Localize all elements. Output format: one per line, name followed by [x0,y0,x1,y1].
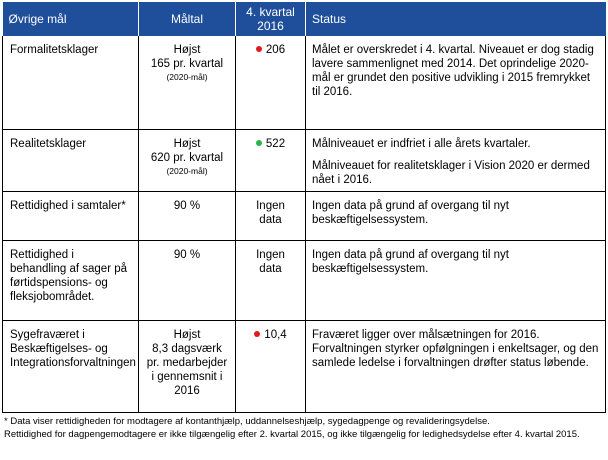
footnote-2: Rettidighed for dagpengemodtagere er ikk… [4,428,580,440]
target-line: 8,3 dagsværk [152,342,222,355]
table-row: Sygefraværet i Beskæftigelses- og Integr… [2,320,606,413]
status-cell: Ingen data på grund af overgang til nyt … [305,191,606,241]
green-status-dot-icon [255,139,262,146]
q4-value-cell: Ingen data [235,240,306,321]
header-target: Måltal [138,2,236,36]
q4-value: Ingen data [256,199,285,226]
target-note: (2020-mål) [166,165,208,176]
status-cell: Målet er overskredet i 4. kvartal. Nivea… [305,36,606,130]
status-paragraph: Målet er overskredet i 4. kvartal. Nivea… [312,44,594,98]
status-cell: Målniveauet er indfriet i alle årets kva… [305,129,606,192]
target-line: 90 % [173,199,201,212]
target-cell: Højst 8,3 dagsværk pr. medarbejder i gennem… [138,320,236,413]
target-line: Højst [173,328,201,341]
goal-cell: Formalitetsklager [2,36,139,130]
target-line: 165 pr. kvartal [150,58,224,70]
header-q4-line1: 4. kvartal [246,5,295,19]
table-row: Rettidighed i samtaler* 90 % Ingen data Ing… [2,191,606,241]
target-line: Højst [173,44,201,56]
red-status-dot-icon [255,46,262,52]
target-line: i gennemsnit i [151,370,223,383]
target-cell: Højst 620 pr. kvartal (2020-mål) [138,129,236,192]
status-paragraph: Ingen data på grund af overgang til nyt … [312,199,509,226]
goal-cell: Rettidighed i samtaler* [2,191,139,241]
footnote-1: * Data viser rettidigheden for modtagere… [4,415,490,427]
table-row: Formalitetsklager Højst 165 pr. kvartal (20… [2,36,606,130]
goal-cell: Realitetsklager [2,129,139,192]
q4-value: 522 [265,137,286,150]
target-line: pr. medarbejder [146,356,228,369]
status-paragraph: Målniveauet er indfriet i alle årets kva… [312,137,531,150]
footnotes: * Data viser rettidigheden for modtagere… [2,415,605,441]
header-q4: 4. kvartal 2016 [235,2,306,36]
status-paragraph: Fraværet ligger over målsætningen for 20… [312,328,599,369]
target-line: Højst [173,137,201,150]
header-q4-line2: 2016 [257,19,284,33]
q4-value: 10,4 [264,328,287,341]
header-status: Status [305,2,606,36]
table-row: Rettidighed i behandling af sager på før… [2,240,606,321]
header-goal: Øvrige mål [2,2,139,36]
table-body: Formalitetsklager Højst 165 pr. kvartal (20… [2,36,606,413]
goals-table-container: Øvrige mål Måltal 4. kvartal 2016 Status… [2,2,606,441]
goal-cell: Sygefraværet i Beskæftigelses- og Integr… [2,320,139,413]
status-cell: Fraværet ligger over målsætningen for 20… [305,320,606,413]
table-header-row: Øvrige mål Måltal 4. kvartal 2016 Status [2,2,606,36]
target-cell: 90 % [138,191,236,241]
status-cell: Ingen data på grund af overgang til nyt … [305,240,606,321]
q4-value-cell: 10,4 [235,320,306,413]
status-paragraph: Ingen data på grund af overgang til nyt … [312,248,509,275]
goal-cell: Rettidighed i behandling af sager på før… [2,240,139,321]
q4-value-cell: 522 [235,129,306,192]
target-note: (2020-mål) [166,72,208,82]
table-row: Realitetsklager Højst 620 pr. kvartal (2020… [2,129,606,192]
target-cell: Højst 165 pr. kvartal (2020-mål) [138,36,236,130]
q4-value: 206 [265,44,286,56]
target-cell: 90 % [138,240,236,321]
q4-value: Ingen data [256,248,285,275]
red-status-dot-icon [254,330,261,337]
target-line: 620 pr. kvartal [150,151,224,164]
goals-table: Øvrige mål Måltal 4. kvartal 2016 Status… [2,2,606,413]
q4-value-cell: 206 [235,36,306,130]
target-line: 90 % [173,248,201,261]
q4-value-cell: Ingen data [235,191,306,241]
target-line: 2016 [174,384,200,397]
status-paragraph: Målniveauet for realitetsklager i Vision… [312,159,590,186]
